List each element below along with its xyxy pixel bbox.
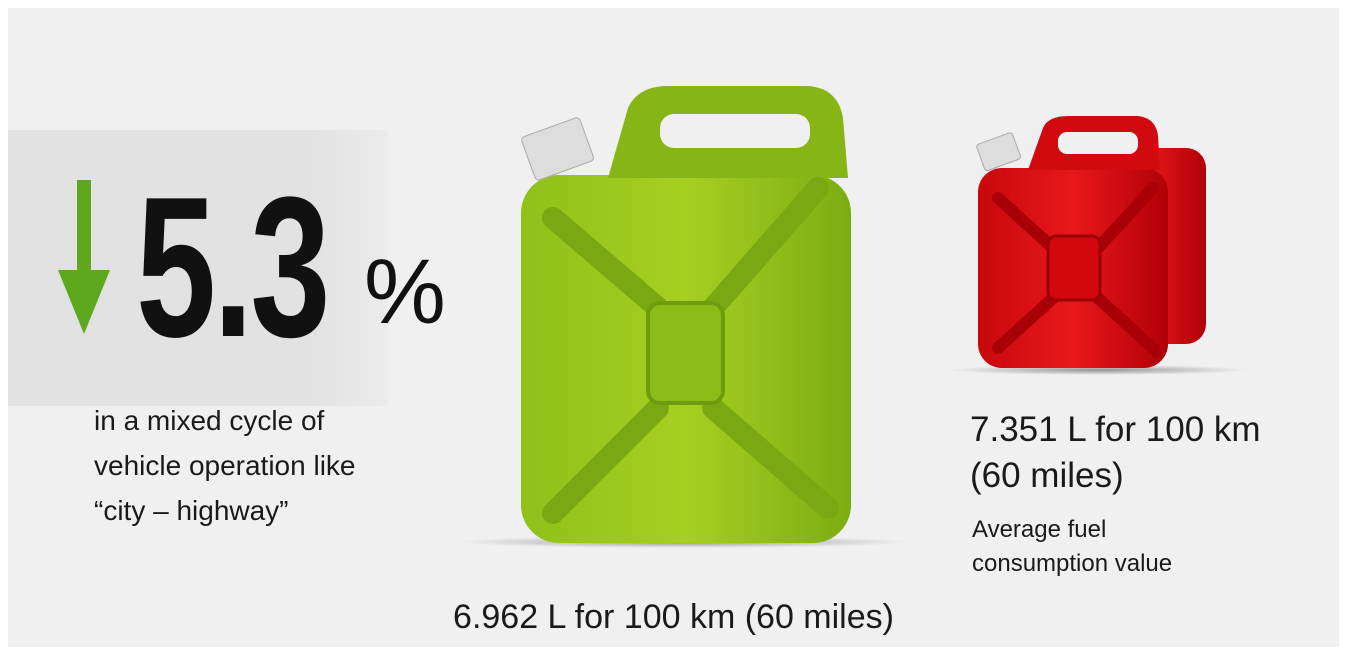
average-caption: consumption value bbox=[972, 550, 1172, 578]
new-consumption: 6.962 L for 100 km (60 miles) bbox=[8, 598, 1339, 637]
down-arrow bbox=[58, 180, 110, 334]
description-line: “city – highway” bbox=[94, 494, 289, 528]
page: 5.3 % in a mixed cycle of vehicle operat… bbox=[0, 0, 1347, 655]
average-caption: Average fuel bbox=[972, 516, 1106, 544]
red-jerrycans bbox=[948, 116, 1248, 375]
headline-value: 5.3 bbox=[136, 168, 328, 368]
description-line: in a mixed cycle of bbox=[94, 404, 324, 438]
average-value: (60 miles) bbox=[970, 456, 1124, 496]
headline-unit: % bbox=[364, 246, 446, 338]
average-value: 7.351 L for 100 km bbox=[970, 410, 1261, 450]
description-line: vehicle operation like bbox=[94, 449, 356, 483]
infographic: 5.3 % in a mixed cycle of vehicle operat… bbox=[8, 8, 1339, 647]
green-jerrycan bbox=[458, 86, 908, 548]
